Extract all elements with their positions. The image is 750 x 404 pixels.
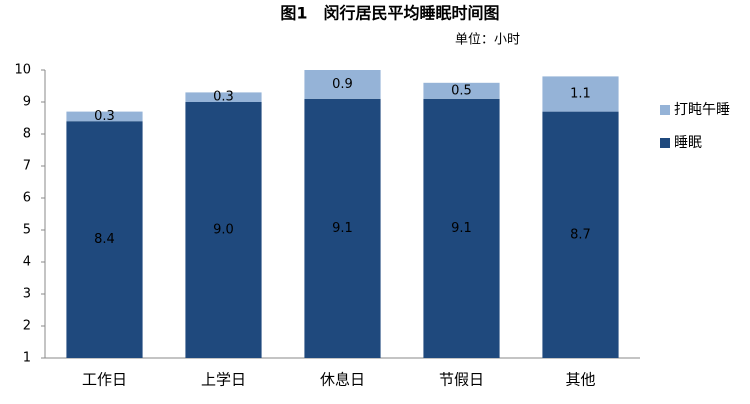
data-label: 9.0 — [213, 223, 234, 238]
x-tick-label: 节假日 — [439, 371, 484, 389]
bar-segment — [304, 70, 381, 99]
bar-segment — [423, 82, 500, 99]
data-label: 0.9 — [332, 77, 353, 92]
legend-swatch — [660, 138, 670, 148]
bar-segment — [66, 111, 143, 122]
data-label: 0.3 — [213, 90, 234, 105]
data-label: 0.3 — [94, 109, 115, 124]
y-tick-label: 2 — [23, 319, 31, 334]
bar-segment — [66, 121, 143, 358]
data-label: 8.4 — [94, 232, 115, 247]
chart-title: 图1 闵行居民平均睡眠时间图 — [280, 4, 499, 23]
x-tick-label: 上学日 — [201, 371, 246, 389]
bar-segment — [542, 76, 619, 112]
y-tick-label: 10 — [14, 63, 31, 78]
y-tick-label: 4 — [23, 255, 31, 270]
data-label: 1.1 — [570, 87, 591, 102]
data-label: 9.1 — [451, 221, 472, 236]
x-tick-label: 休息日 — [320, 371, 365, 389]
x-tick-label: 其他 — [565, 371, 595, 389]
chart-subtitle: 单位：小时 — [455, 33, 520, 48]
legend-label: 打盹午睡 — [674, 101, 730, 118]
data-label: 0.5 — [451, 83, 472, 98]
data-label: 9.1 — [332, 221, 353, 236]
y-tick-label: 7 — [23, 159, 31, 174]
y-tick-label: 6 — [23, 191, 31, 206]
bar-segment — [304, 98, 381, 359]
y-tick-label: 3 — [23, 287, 31, 302]
legend-swatch — [660, 105, 670, 115]
bar-segment — [185, 102, 262, 358]
bar-segment — [542, 111, 619, 358]
y-tick-label: 5 — [23, 223, 31, 238]
bar-segment — [185, 92, 262, 102]
legend-label: 睡眠 — [674, 135, 702, 151]
y-tick-label: 9 — [23, 95, 31, 110]
y-tick-label: 1 — [23, 351, 31, 366]
data-label: 8.7 — [570, 227, 591, 242]
bar-segment — [423, 98, 500, 359]
y-tick-label: 8 — [23, 127, 31, 142]
x-tick-label: 工作日 — [82, 371, 127, 389]
